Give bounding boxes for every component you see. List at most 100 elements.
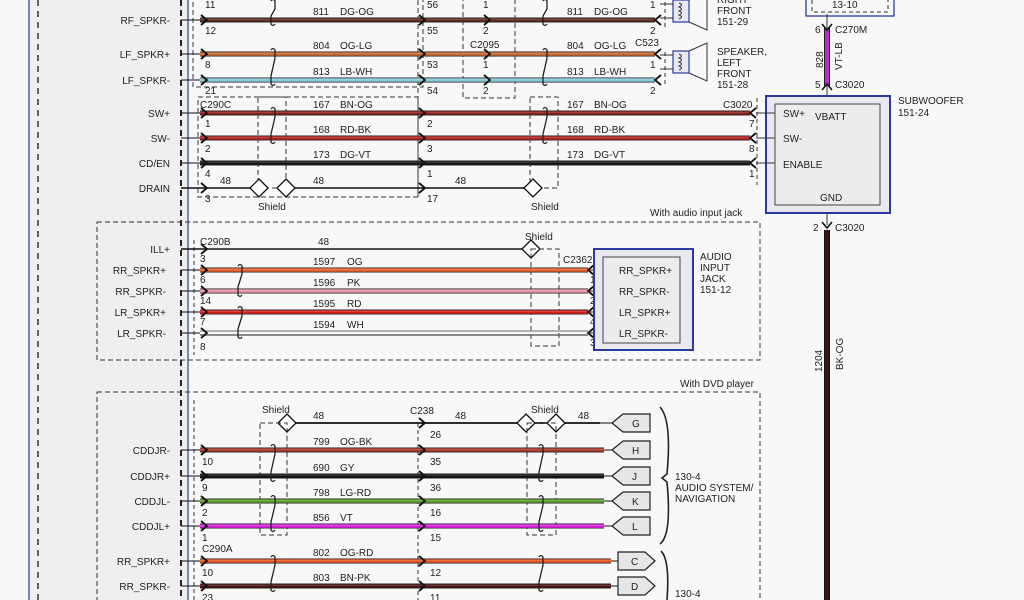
connector-arrow-icon bbox=[418, 74, 427, 86]
connector-label-c3020: C3020 bbox=[835, 80, 865, 91]
wire-circuit-number: 173 bbox=[313, 150, 330, 161]
pin-number: 8 bbox=[749, 144, 755, 155]
subwoofer-pin-label: ENABLE bbox=[783, 160, 823, 171]
twisted-pair-icon bbox=[270, 554, 276, 593]
connector-arrow-icon bbox=[200, 182, 209, 194]
wire-circuit-number: 856 bbox=[313, 513, 330, 524]
connector-arrow-icon bbox=[821, 82, 833, 91]
twisted-pair-icon bbox=[542, 0, 548, 27]
pin-number: 21 bbox=[205, 86, 217, 97]
pin-number: 5 bbox=[815, 80, 821, 91]
connector-label-c2362: C2362 bbox=[563, 255, 593, 266]
connector-arrow-icon bbox=[200, 306, 209, 318]
wire-circuit-number: 48 bbox=[318, 237, 330, 248]
connector-arrow-icon bbox=[200, 444, 209, 456]
connector-arrow-icon bbox=[653, 74, 662, 86]
pin-number: 1 bbox=[427, 169, 433, 180]
fuse-box-inner bbox=[811, 0, 889, 13]
connector-arrow-icon bbox=[200, 580, 209, 592]
twisted-pair-icon bbox=[538, 494, 544, 533]
connector-arrow-icon bbox=[200, 14, 209, 26]
signal-label-CDDJL-: CDDJL- bbox=[134, 497, 170, 508]
nav-reference-label-2: 130-4 bbox=[675, 589, 701, 600]
wire-circuit-number: 168 bbox=[567, 125, 584, 136]
connector-arrow-icon bbox=[418, 520, 427, 532]
wire-circuit-number: 690 bbox=[313, 463, 330, 474]
wire-color-code: DG-OG bbox=[594, 7, 628, 18]
connector-arrow-icon bbox=[200, 264, 209, 276]
connector-tab-H bbox=[611, 440, 651, 460]
signal-label-CDDJL+: CDDJL+ bbox=[132, 522, 170, 533]
wire-color-code: LG-RD bbox=[340, 488, 371, 499]
pin-number: 3 bbox=[200, 254, 206, 265]
wire-color-code: VT bbox=[340, 513, 353, 524]
connector-tab-C bbox=[617, 551, 656, 571]
wire-circuit-number: 167 bbox=[313, 100, 330, 111]
speaker-right-front-cone-icon bbox=[688, 0, 708, 31]
pin-number: 15 bbox=[430, 533, 442, 544]
wire-circuit-number: 811 bbox=[313, 7, 329, 18]
nav-reference-label: 130-4 bbox=[675, 472, 701, 483]
speaker-left-front-magnet bbox=[672, 50, 690, 74]
subwoofer-pin-label: SW+ bbox=[783, 109, 805, 120]
signal-label-SW-: SW- bbox=[151, 134, 170, 145]
subwoofer-vbatt-label: VBATT bbox=[815, 112, 846, 123]
twisted-pair-icon bbox=[270, 0, 276, 27]
speaker-right-front-label: FRONT bbox=[717, 6, 751, 17]
pin-number: 16 bbox=[430, 508, 442, 519]
wire-color-code: RD bbox=[347, 299, 361, 310]
subwoofer-title: SUBWOOFER bbox=[898, 96, 964, 107]
pin-number: 1 bbox=[650, 0, 656, 11]
connector-arrow-icon bbox=[200, 327, 209, 339]
wire-color-code: DG-OG bbox=[340, 7, 374, 18]
connector-tab-label: D bbox=[631, 582, 638, 593]
connector-label-c2095: C2095 bbox=[470, 40, 500, 51]
connector-arrow-icon bbox=[418, 182, 427, 194]
wire-color-code: LB-WH bbox=[340, 67, 372, 78]
connector-arrow-icon bbox=[200, 74, 209, 86]
pin-number: 35 bbox=[430, 457, 442, 468]
connector-tab-K bbox=[611, 491, 651, 511]
audio-input-jack-title: 151-12 bbox=[700, 285, 732, 296]
shield-label: Shield bbox=[531, 202, 559, 213]
shield-label: Shield bbox=[258, 202, 286, 213]
pin-number: 2 bbox=[427, 119, 433, 130]
wire-circuit-number: 1596 bbox=[313, 278, 336, 289]
connector-arrow-icon bbox=[653, 48, 662, 60]
pin-number: 23 bbox=[202, 593, 214, 600]
signal-label-RR_SPKR-: RR_SPKR- bbox=[115, 287, 166, 298]
shield-box-dashed bbox=[529, 96, 559, 189]
signal-label-CDDJR-: CDDJR- bbox=[133, 446, 170, 457]
connector-arrow-icon bbox=[418, 132, 427, 144]
pin-number: 9 bbox=[202, 483, 208, 494]
audio-jack-section-box bbox=[96, 221, 761, 361]
connector-tab-label: K bbox=[632, 497, 639, 508]
pin-number: 17 bbox=[427, 194, 439, 205]
connector-label-c270m: C270M bbox=[835, 25, 867, 36]
wire-circuit-number: 803 bbox=[313, 573, 330, 584]
shield-box-dashed bbox=[257, 96, 287, 189]
shield-box-dashed bbox=[259, 422, 288, 536]
section-caption-audio-jack: With audio input jack bbox=[650, 208, 743, 219]
pin-number: 1 bbox=[483, 60, 489, 71]
pin-number: 10 bbox=[202, 457, 214, 468]
signal-label-LR_SPKR-: LR_SPKR- bbox=[117, 329, 166, 340]
fuse-box bbox=[805, 0, 895, 17]
connector-arrow-icon bbox=[821, 23, 833, 32]
signal-label-LR_SPKR+: LR_SPKR+ bbox=[115, 308, 167, 319]
twisted-pair-icon bbox=[237, 305, 243, 340]
brace-icon bbox=[659, 406, 670, 545]
nav-reference-label: NAVIGATION bbox=[675, 494, 735, 505]
jack-pin-label: LR_SPKR+ bbox=[619, 308, 671, 319]
signal-label-LF_SPKR-: LF_SPKR- bbox=[122, 76, 170, 87]
speaker-right-front-label: RIGHT bbox=[717, 0, 748, 6]
shield-diamond-icon bbox=[249, 178, 269, 198]
connector-arrow-icon bbox=[418, 495, 427, 507]
audio-input-jack-title: AUDIO bbox=[700, 252, 732, 263]
connector-arrow-icon bbox=[418, 580, 427, 592]
connector-arrow-icon bbox=[418, 48, 427, 60]
connector-arrow-icon bbox=[418, 470, 427, 482]
connector-arrow-icon bbox=[418, 444, 427, 456]
subwoofer-pin-label: SW- bbox=[783, 134, 802, 145]
